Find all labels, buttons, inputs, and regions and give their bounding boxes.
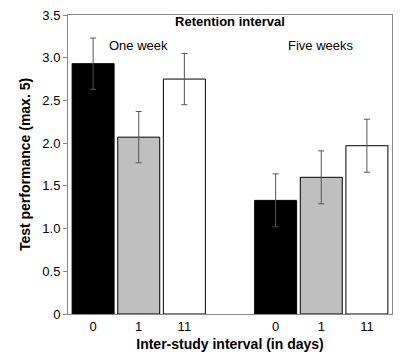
svg-text:11: 11 [360,319,374,334]
svg-text:3.5: 3.5 [42,8,60,23]
svg-text:Inter-study interval (in days): Inter-study interval (in days) [136,336,323,352]
svg-text:0.5: 0.5 [42,264,60,279]
svg-text:1.5: 1.5 [42,178,60,193]
svg-text:0: 0 [272,319,279,334]
svg-text:2.5: 2.5 [42,93,60,108]
svg-text:0: 0 [53,307,60,322]
svg-text:Retention interval: Retention interval [175,14,285,29]
svg-text:11: 11 [178,319,192,334]
svg-text:3.0: 3.0 [42,50,60,65]
svg-text:Test performance (max. 5): Test performance (max. 5) [17,78,33,251]
svg-text:1.0: 1.0 [42,221,60,236]
svg-text:Five weeks: Five weeks [288,38,354,53]
svg-text:One week: One week [109,38,168,53]
svg-text:0: 0 [89,319,96,334]
svg-text:1: 1 [135,319,142,334]
svg-text:1: 1 [318,319,325,334]
svg-text:2.0: 2.0 [42,136,60,151]
